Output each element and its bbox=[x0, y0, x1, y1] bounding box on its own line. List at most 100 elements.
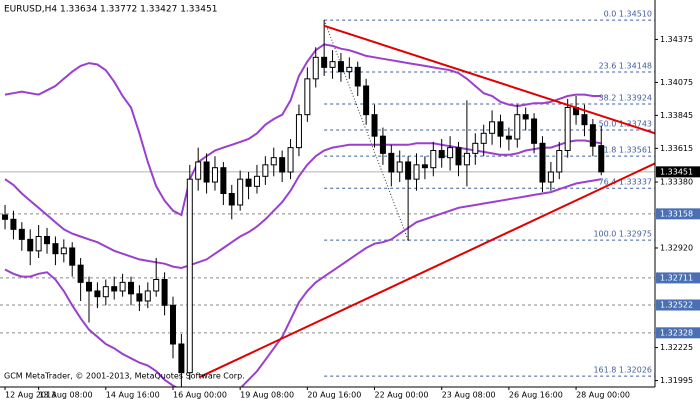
candle-body bbox=[522, 114, 529, 120]
y-tick-label: 1.33615 bbox=[660, 144, 693, 153]
candle-body bbox=[203, 161, 210, 183]
candle-body bbox=[119, 281, 126, 292]
candle-body bbox=[253, 175, 260, 187]
candle-body bbox=[363, 85, 370, 116]
candle-body bbox=[27, 238, 34, 252]
candle-body bbox=[447, 147, 454, 159]
candle-body bbox=[539, 142, 546, 183]
candle-body bbox=[195, 161, 202, 180]
candle-body bbox=[329, 61, 336, 68]
candle-body bbox=[480, 132, 487, 144]
candle-body bbox=[144, 290, 151, 302]
candle-body bbox=[405, 161, 412, 180]
bollinger-middle bbox=[4, 139, 602, 270]
x-tick-label: 16 Aug 00:00 bbox=[173, 391, 227, 400]
candle-body bbox=[245, 178, 252, 187]
candle-body bbox=[497, 121, 504, 137]
fib-level-label: 161.8 1.32026 bbox=[593, 366, 652, 375]
fib-anchor-line bbox=[323, 19, 409, 241]
candle-body bbox=[589, 124, 596, 147]
chart-title: EURUSD,H4 1.33634 1.33772 1.33427 1.3345… bbox=[4, 5, 217, 15]
candle-body bbox=[94, 290, 101, 298]
level-label: 1.33158 bbox=[660, 209, 693, 218]
candle-body bbox=[413, 164, 420, 180]
candle-body bbox=[52, 243, 59, 255]
y-tick-label: 1.32225 bbox=[660, 343, 693, 352]
candle-body bbox=[111, 286, 118, 292]
candle-body bbox=[2, 214, 9, 220]
candle-body bbox=[60, 247, 67, 255]
candle-body bbox=[18, 228, 25, 240]
candle-body bbox=[396, 161, 403, 173]
trendline bbox=[323, 24, 655, 135]
candle-body bbox=[455, 147, 462, 166]
candle-body bbox=[153, 279, 160, 292]
candle-body bbox=[598, 145, 605, 173]
candle-body bbox=[547, 171, 554, 183]
candle-body bbox=[10, 218, 17, 230]
y-tick-label: 1.34375 bbox=[660, 35, 693, 44]
candle-body bbox=[489, 121, 496, 134]
candle-body bbox=[77, 264, 84, 283]
candle-body bbox=[237, 178, 244, 206]
candle-body bbox=[321, 56, 328, 68]
candle-body bbox=[337, 61, 344, 73]
candle-body bbox=[178, 343, 185, 374]
candle-body bbox=[295, 114, 302, 149]
candle-body bbox=[211, 167, 218, 183]
candle-body bbox=[220, 167, 227, 194]
y-tick-label: 1.32920 bbox=[660, 243, 693, 252]
fib-level-label: 0.0 1.34510 bbox=[604, 10, 652, 19]
candle-body bbox=[421, 164, 428, 169]
candle-body bbox=[161, 279, 168, 306]
current-price-label: 1.33451 bbox=[660, 167, 693, 176]
candle-body bbox=[379, 135, 386, 154]
fib-level-label: 76.4 1.33337 bbox=[599, 178, 652, 187]
x-tick-label: 26 Aug 16:00 bbox=[509, 391, 563, 400]
candle-body bbox=[186, 178, 193, 374]
candle-body bbox=[354, 66, 361, 87]
level-box bbox=[656, 327, 700, 339]
candle-body bbox=[556, 150, 563, 173]
candle-body bbox=[312, 56, 319, 80]
candle-body bbox=[270, 157, 277, 166]
x-tick-label: 20 Aug 16:00 bbox=[307, 391, 361, 400]
candle-body bbox=[514, 114, 521, 140]
y-tick-label: 1.31995 bbox=[660, 376, 693, 385]
candle-body bbox=[430, 150, 437, 169]
candle-body bbox=[228, 193, 235, 206]
candle-body bbox=[564, 107, 571, 151]
level-box bbox=[656, 272, 700, 284]
y-tick-label: 1.34075 bbox=[660, 78, 693, 87]
candle-body bbox=[371, 114, 378, 137]
candle-body bbox=[438, 150, 445, 159]
candle-body bbox=[287, 147, 294, 173]
x-tick-label: 28 Aug 00:00 bbox=[576, 391, 630, 400]
candle-body bbox=[262, 164, 269, 177]
trendline bbox=[199, 162, 655, 378]
footer: GCM MetaTrader, © 2001-2013, MetaQuotes … bbox=[4, 372, 245, 381]
x-tick-label: 13 Aug 08:00 bbox=[39, 391, 93, 400]
candle-body bbox=[35, 236, 42, 252]
level-label: 1.32522 bbox=[660, 301, 693, 310]
candle-body bbox=[505, 135, 512, 140]
candle-body bbox=[304, 78, 311, 116]
fib-level-label: 38.2 1.33924 bbox=[599, 94, 652, 103]
level-box bbox=[656, 208, 700, 220]
candle-body bbox=[169, 304, 176, 345]
candle-body bbox=[346, 66, 353, 73]
candle-body bbox=[44, 236, 51, 245]
candle-body bbox=[472, 142, 479, 154]
bollinger-upper bbox=[4, 43, 602, 217]
candle-body bbox=[69, 247, 76, 266]
x-tick-label: 14 Aug 16:00 bbox=[106, 391, 160, 400]
level-box bbox=[656, 299, 700, 311]
level-label: 1.32711 bbox=[660, 273, 693, 282]
fib-level-label: 23.6 1.34148 bbox=[599, 61, 652, 70]
candle-body bbox=[388, 152, 395, 173]
candle-body bbox=[279, 157, 286, 173]
bollinger-lower bbox=[4, 178, 602, 387]
